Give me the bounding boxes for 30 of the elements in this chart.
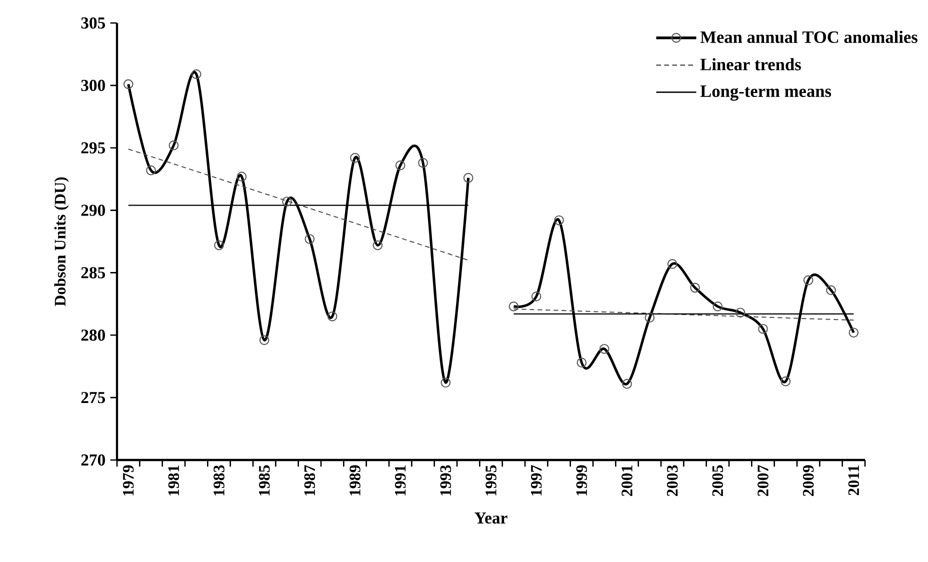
x-tick-label: 1983 xyxy=(214,465,224,496)
legend-label: Long-term means xyxy=(700,86,832,101)
y-tick-label: 300 xyxy=(81,80,105,92)
y-tick-label: 295 xyxy=(81,142,106,154)
x-tick-label: 2001 xyxy=(622,466,632,496)
x-tick-label: 2005 xyxy=(712,465,724,496)
x-tick-label: 1985 xyxy=(258,465,270,496)
x-tick-label: 1997 xyxy=(530,465,542,496)
x-tick-label: 1981 xyxy=(168,466,180,496)
x-tick-label: 2003 xyxy=(666,465,678,496)
legend-label: Linear trends xyxy=(700,58,801,70)
x-tick-label: 2007 xyxy=(758,465,768,496)
x-axis-title: Year xyxy=(474,512,508,524)
x-tick-label: 1995 xyxy=(486,465,496,496)
x-tick-label: 1991 xyxy=(394,466,406,496)
x-tick-label: 1993 xyxy=(440,465,452,496)
x-tick-label: 1999 xyxy=(576,465,588,496)
y-tick-label: 305 xyxy=(81,17,106,29)
legend-label: Mean annual TOC anomalies xyxy=(700,30,918,44)
y-tick-label: 285 xyxy=(81,267,106,278)
y-axis-title: Dobson Units (DU) xyxy=(54,177,69,306)
x-tick-label: 2011 xyxy=(848,466,860,496)
x-tick-label: 1987 xyxy=(304,465,316,496)
y-tick-label: 270 xyxy=(81,454,105,466)
x-tick-label: 1989 xyxy=(350,465,360,496)
x-tick-label: 2009 xyxy=(802,465,814,496)
x-tick-label: 1979 xyxy=(122,465,134,496)
y-tick-label: 280 xyxy=(81,330,105,341)
y-tick-label: 290 xyxy=(81,204,105,216)
y-tick-label: 275 xyxy=(81,392,106,404)
